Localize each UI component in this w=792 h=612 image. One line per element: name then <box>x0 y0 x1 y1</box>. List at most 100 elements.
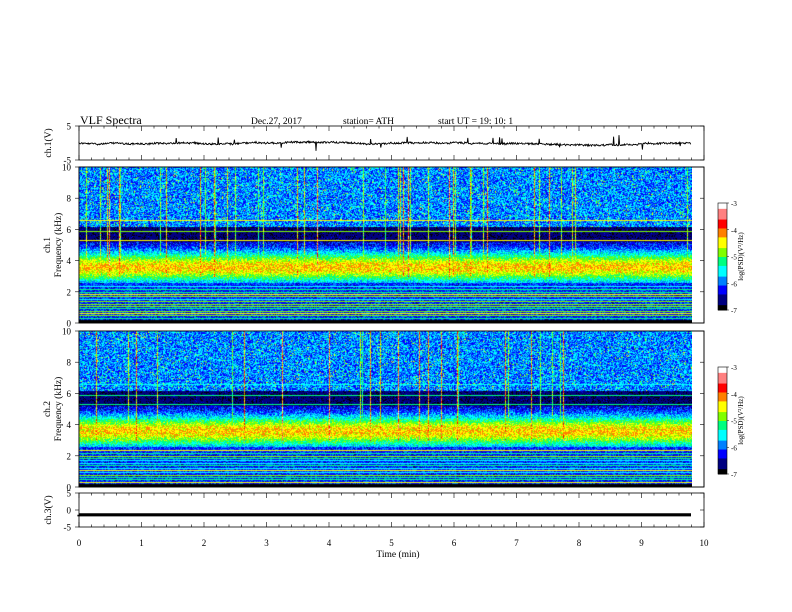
colorbar-segment <box>718 244 727 247</box>
colorbar-segment <box>718 465 727 468</box>
y-tick-label: 5 <box>67 489 72 499</box>
y-tick-label: 0 <box>67 483 72 493</box>
colorbar-tick-label: -6 <box>731 444 737 452</box>
colorbar-segment <box>718 274 727 277</box>
y-tick-label: 2 <box>67 287 72 297</box>
y-tick-label: 4 <box>67 256 72 266</box>
ch1-spectrogram-border <box>78 166 705 324</box>
colorbar-segment <box>718 203 727 206</box>
y-tick-label: 10 <box>62 327 72 337</box>
ch2-spectrogram-ylabel: ch.2 Frequency (kHz) <box>43 377 64 442</box>
start-time-label: start UT = 19: 10: 1 <box>438 117 513 127</box>
ch3-waveform-panel: 5 0 -5 <box>64 489 705 533</box>
colorbar-segment <box>718 466 727 470</box>
colorbar-segment <box>718 281 727 284</box>
colorbar-segment <box>718 233 727 236</box>
colorbar-segment <box>718 304 727 307</box>
ch1-waveform-panel: 5 -5 <box>64 122 705 166</box>
colorbar-segment <box>718 470 727 473</box>
x-tick-label: 7 <box>514 538 519 548</box>
x-tick-label: 8 <box>577 538 582 548</box>
colorbar-segment <box>718 395 727 398</box>
colorbar-segment <box>718 210 727 213</box>
colorbar-segment <box>718 472 727 475</box>
colorbar-segment <box>718 381 727 384</box>
x-tick-label: 9 <box>639 538 644 548</box>
time-axis-label: Time (min) <box>376 549 419 560</box>
ylabel-frequency: Frequency (kHz) <box>53 377 64 442</box>
ylabel-channel: ch.2 <box>43 401 53 417</box>
colorbar-tick-label: -6 <box>731 280 737 288</box>
colorbar-segment <box>718 456 727 459</box>
colorbar-tick-label: -3 <box>731 200 737 208</box>
colorbar-segment <box>718 286 727 290</box>
colorbar-segment <box>718 374 727 377</box>
colorbar-segment <box>718 295 727 299</box>
colorbar-label: log(PSD)(V²/Hz) <box>737 232 745 281</box>
colorbar-segment <box>718 301 727 304</box>
colorbar-segment <box>718 276 727 279</box>
colorbar-segment <box>718 288 727 291</box>
time-axis: 0 1 2 3 4 5 6 7 8 9 10 <box>77 538 709 548</box>
colorbar-segment <box>718 277 727 281</box>
colorbar-segment <box>718 420 727 423</box>
colorbar-segment <box>718 459 727 463</box>
colorbar-segment <box>718 409 727 413</box>
colorbar-segment <box>718 226 727 229</box>
colorbar-segment <box>718 406 727 409</box>
colorbar-segment <box>718 379 727 382</box>
colorbar-segment <box>718 402 727 405</box>
colorbar-segment <box>718 229 727 233</box>
colorbar-segment <box>718 283 727 286</box>
colorbar-tick-label: -7 <box>731 471 737 479</box>
colorbar-segment <box>718 222 727 225</box>
colorbar-segment <box>718 258 727 261</box>
colorbar-segment <box>718 438 727 441</box>
colorbar-segment <box>718 219 727 222</box>
colorbar-segment <box>718 413 727 416</box>
x-tick-label: 5 <box>389 538 394 548</box>
colorbar-segment <box>718 235 727 238</box>
colorbar-segment <box>718 416 727 420</box>
ch2-colorbar: -3 -4 -5 -6 -7 log(PSD)(V²/Hz) <box>717 364 745 479</box>
colorbar-segment <box>718 427 727 430</box>
ch2-spectrogram-panel: 0 2 4 6 8 10 <box>62 327 705 493</box>
colorbar-tick-label: -7 <box>731 307 737 315</box>
ch3-waveform-frame <box>78 492 705 528</box>
y-tick-label: 0 <box>67 506 72 516</box>
colorbar-segment <box>718 372 727 375</box>
colorbar-tick-label: -4 <box>731 391 737 399</box>
y-tick-label: 10 <box>62 163 72 173</box>
colorbar-segment <box>718 256 727 259</box>
x-tick-label: 1 <box>139 538 144 548</box>
figure-title: VLF Spectra <box>80 113 142 127</box>
x-tick-label: 2 <box>202 538 207 548</box>
colorbar-segment <box>718 375 727 379</box>
colorbar-tick-label: -5 <box>731 418 737 426</box>
colorbar-segment <box>718 408 727 411</box>
colorbar-segment <box>718 260 727 263</box>
ch1-spectrogram-ylabel: ch.1 Frequency (kHz) <box>43 213 64 278</box>
colorbar-segment <box>718 386 727 389</box>
colorbar-segment <box>718 384 727 388</box>
colorbar-segment <box>718 411 727 414</box>
colorbar-segment <box>718 370 727 373</box>
colorbar-segment <box>718 231 727 234</box>
y-tick-label: 8 <box>67 194 72 204</box>
colorbar-segment <box>718 236 727 240</box>
colorbar-segment <box>718 447 727 450</box>
colorbar-segment <box>718 299 727 302</box>
colorbar-segment <box>718 422 727 425</box>
colorbar-segment <box>718 302 727 306</box>
ch1-waveform-ylabel: ch.1(V) <box>43 128 54 157</box>
colorbar-segment <box>718 224 727 227</box>
y-tick-label: 0 <box>67 319 72 329</box>
colorbar-segment <box>718 211 727 215</box>
colorbar-segment <box>718 391 727 395</box>
colorbar-tick-label: -3 <box>731 364 737 372</box>
colorbar-segment <box>718 242 727 245</box>
colorbar-segment <box>718 463 727 466</box>
colorbar-segment <box>718 297 727 300</box>
colorbar-segment <box>718 425 727 429</box>
colorbar-segment <box>718 431 727 434</box>
